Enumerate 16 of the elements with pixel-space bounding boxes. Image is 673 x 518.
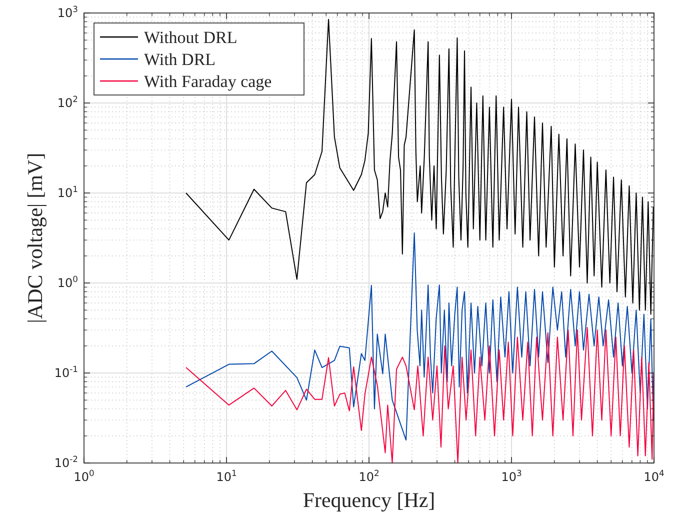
legend-label: Without DRL	[144, 28, 238, 47]
y-tick-label: 10$^{3}$	[57, 4, 78, 20]
x-tick-label: 10$^{1}$	[216, 468, 237, 484]
legend-label: With Faraday cage	[144, 72, 272, 91]
y-tick-label: 10$^{-2}$	[54, 454, 78, 470]
y-tick-label: 10$^{-1}$	[54, 364, 78, 380]
x-tick-label: 10$^{0}$	[74, 468, 94, 484]
x-tick-label: 10$^{4}$	[644, 468, 664, 484]
y-axis-title: |ADC voltage| [mV]	[23, 152, 47, 324]
y-tick-label: 10$^{2}$	[57, 94, 78, 110]
x-tick-label: 10$^{2}$	[358, 468, 380, 484]
y-tick-label: 10$^{0}$	[57, 274, 78, 290]
legend-label: With DRL	[144, 50, 216, 69]
x-axis-title: Frequency [Hz]	[302, 488, 436, 512]
y-tick-label: 10$^{1}$	[57, 184, 78, 200]
x-tick-label: 10$^{3}$	[501, 468, 522, 484]
